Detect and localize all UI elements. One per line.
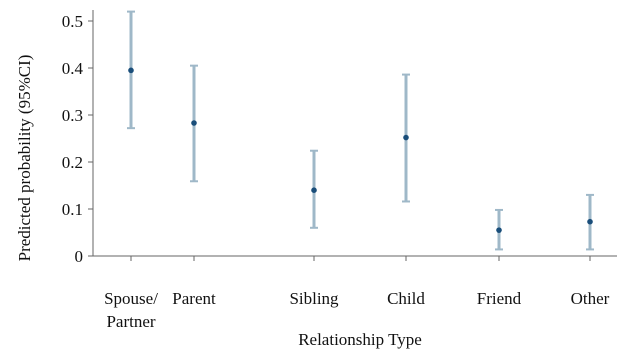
x-axis-title: Relationship Type — [298, 330, 422, 349]
x-tick-label-line: Sibling — [289, 289, 339, 308]
data-point — [496, 227, 502, 233]
data-point — [311, 187, 317, 193]
y-axis: 0 0.1 0.2 0.3 0.4 0.5 — [62, 10, 94, 266]
x-tick-label: Friend — [477, 289, 522, 308]
data-point — [128, 67, 134, 74]
data-point — [587, 218, 593, 225]
x-tick-label: Sibling — [289, 289, 339, 308]
x-tick-label: Child — [387, 289, 425, 308]
y-tick-label: 0.1 — [62, 200, 83, 219]
x-tick-label-line: Parent — [172, 289, 216, 308]
plot-marks — [127, 10, 594, 251]
x-axis: Spouse/Partner Parent Sibling Child Friend Ot… — [93, 255, 617, 331]
x-tick-label-line: Other — [571, 289, 610, 308]
x-tick-label-line: Child — [387, 289, 425, 308]
y-tick-label: 0.3 — [62, 106, 83, 125]
x-tick-label-line: Partner — [106, 312, 155, 331]
x-tick-label: Parent — [172, 289, 216, 308]
x-tick-label-line: Friend — [477, 289, 522, 308]
y-tick-label: 0.4 — [62, 59, 84, 78]
data-point — [191, 120, 197, 126]
x-tick-label: Other — [571, 289, 610, 308]
x-tick-label-line: Spouse/ — [104, 289, 158, 308]
y-tick-label: 0.5 — [62, 12, 83, 31]
y-axis-title: Predicted probability (95%CI) — [15, 55, 34, 262]
data-point — [403, 134, 409, 141]
y-tick-label: 0.2 — [62, 153, 83, 172]
y-tick-label: 0 — [75, 247, 84, 266]
x-tick-label: Spouse/Partner — [104, 289, 158, 331]
